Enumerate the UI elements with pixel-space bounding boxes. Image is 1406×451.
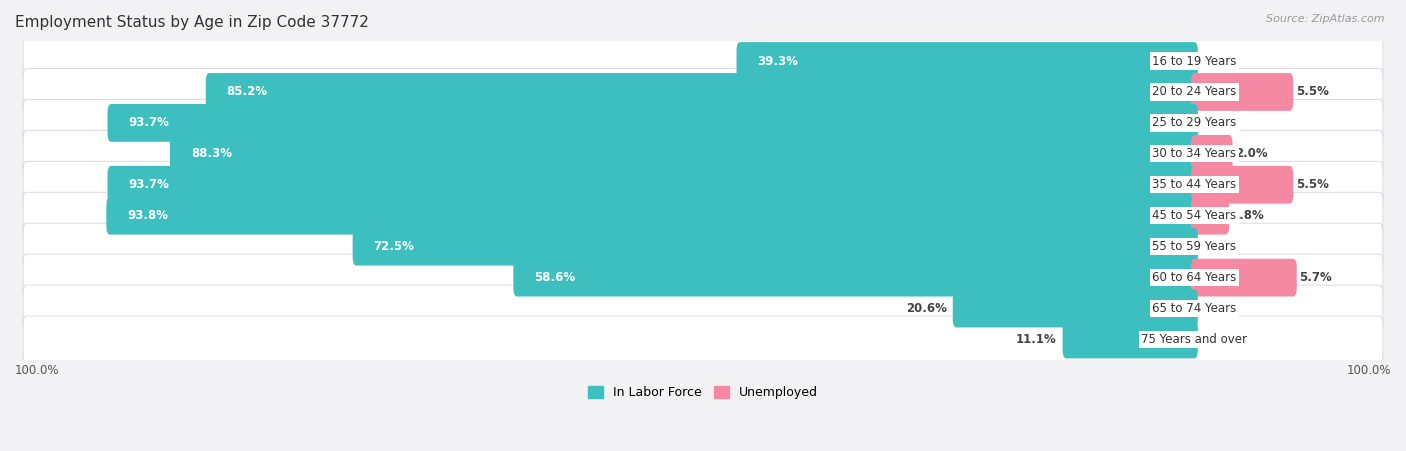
Text: 93.8%: 93.8% — [127, 209, 169, 222]
Text: 0.0%: 0.0% — [1201, 116, 1233, 129]
FancyBboxPatch shape — [1191, 259, 1296, 296]
FancyBboxPatch shape — [953, 290, 1198, 327]
Text: 20.6%: 20.6% — [905, 302, 948, 315]
Text: 16 to 19 Years: 16 to 19 Years — [1153, 55, 1237, 68]
FancyBboxPatch shape — [1191, 166, 1294, 204]
Text: 39.3%: 39.3% — [758, 55, 799, 68]
FancyBboxPatch shape — [170, 135, 1198, 173]
FancyBboxPatch shape — [737, 42, 1198, 80]
FancyBboxPatch shape — [107, 197, 1198, 235]
Text: 88.3%: 88.3% — [191, 147, 232, 161]
FancyBboxPatch shape — [205, 73, 1198, 111]
Text: 65 to 74 Years: 65 to 74 Years — [1153, 302, 1236, 315]
Text: 100.0%: 100.0% — [1347, 364, 1391, 377]
Text: 1.8%: 1.8% — [1232, 209, 1264, 222]
Legend: In Labor Force, Unemployed: In Labor Force, Unemployed — [583, 382, 823, 405]
FancyBboxPatch shape — [1063, 321, 1198, 359]
Text: 93.7%: 93.7% — [128, 178, 169, 191]
FancyBboxPatch shape — [22, 161, 1384, 208]
FancyBboxPatch shape — [22, 192, 1384, 239]
Text: 30 to 34 Years: 30 to 34 Years — [1153, 147, 1236, 161]
Text: Source: ZipAtlas.com: Source: ZipAtlas.com — [1267, 14, 1385, 23]
Text: Employment Status by Age in Zip Code 37772: Employment Status by Age in Zip Code 377… — [15, 15, 368, 30]
FancyBboxPatch shape — [107, 104, 1198, 142]
Text: 5.5%: 5.5% — [1295, 178, 1329, 191]
FancyBboxPatch shape — [22, 285, 1384, 332]
FancyBboxPatch shape — [1191, 197, 1229, 235]
FancyBboxPatch shape — [22, 130, 1384, 177]
Text: 100.0%: 100.0% — [15, 364, 59, 377]
Text: 5.5%: 5.5% — [1295, 85, 1329, 98]
Text: 85.2%: 85.2% — [226, 85, 267, 98]
Text: 2.0%: 2.0% — [1234, 147, 1268, 161]
Text: 0.0%: 0.0% — [1201, 240, 1233, 253]
Text: 45 to 54 Years: 45 to 54 Years — [1153, 209, 1236, 222]
FancyBboxPatch shape — [22, 254, 1384, 301]
Text: 0.0%: 0.0% — [1201, 302, 1233, 315]
Text: 25 to 29 Years: 25 to 29 Years — [1153, 116, 1236, 129]
Text: 60 to 64 Years: 60 to 64 Years — [1153, 271, 1236, 284]
FancyBboxPatch shape — [1191, 135, 1233, 173]
FancyBboxPatch shape — [22, 69, 1384, 115]
Text: 75 Years and over: 75 Years and over — [1142, 333, 1247, 346]
Text: 55 to 59 Years: 55 to 59 Years — [1153, 240, 1236, 253]
Text: 11.1%: 11.1% — [1017, 333, 1057, 346]
FancyBboxPatch shape — [353, 228, 1198, 266]
Text: 0.0%: 0.0% — [1201, 55, 1233, 68]
Text: 5.7%: 5.7% — [1299, 271, 1331, 284]
Text: 20 to 24 Years: 20 to 24 Years — [1153, 85, 1236, 98]
FancyBboxPatch shape — [1191, 73, 1294, 111]
FancyBboxPatch shape — [22, 99, 1384, 147]
FancyBboxPatch shape — [22, 223, 1384, 270]
FancyBboxPatch shape — [107, 166, 1198, 204]
FancyBboxPatch shape — [22, 316, 1384, 363]
Text: 93.7%: 93.7% — [128, 116, 169, 129]
Text: 72.5%: 72.5% — [374, 240, 415, 253]
FancyBboxPatch shape — [22, 37, 1384, 84]
Text: 58.6%: 58.6% — [534, 271, 575, 284]
Text: 0.0%: 0.0% — [1201, 333, 1233, 346]
FancyBboxPatch shape — [513, 259, 1198, 296]
Text: 35 to 44 Years: 35 to 44 Years — [1153, 178, 1236, 191]
